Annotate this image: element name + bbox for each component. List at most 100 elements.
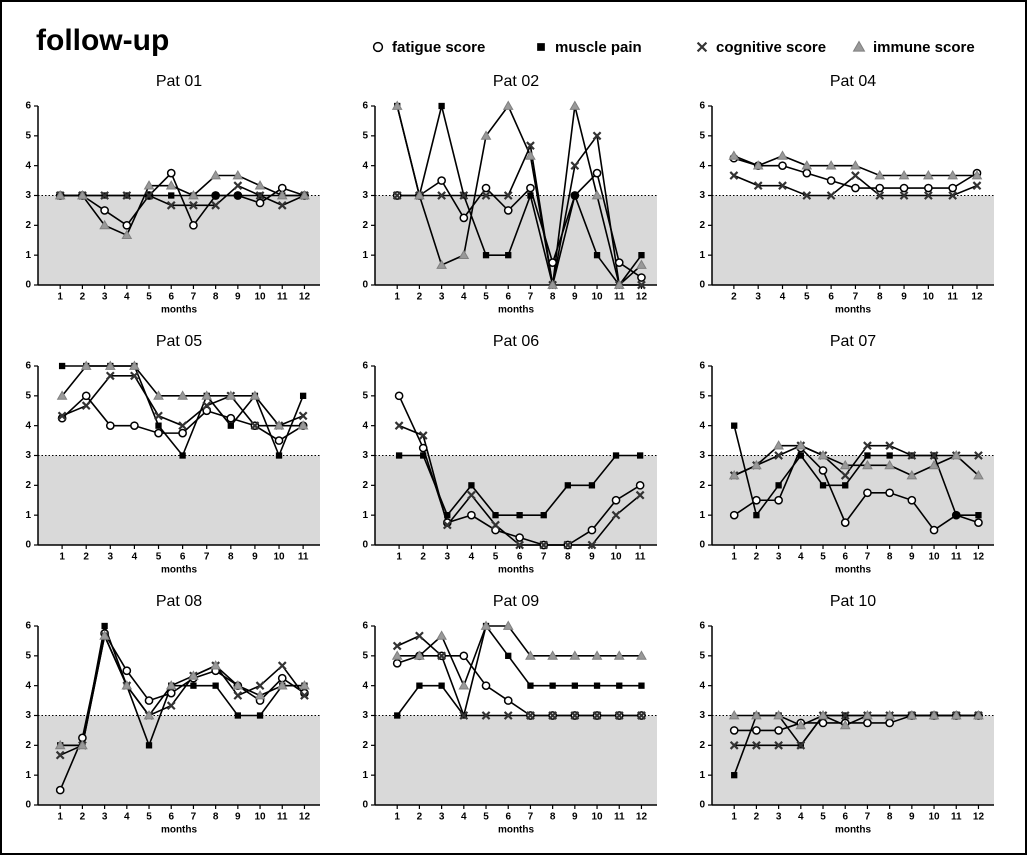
x-tick-label: 5 <box>820 812 826 823</box>
marker <box>863 718 872 728</box>
y-tick-label: 5 <box>362 650 368 661</box>
y-tick-label: 3 <box>362 190 368 201</box>
panel-title: Pat 08 <box>156 593 202 610</box>
marker <box>143 709 155 720</box>
x-tick-label: 2 <box>83 552 89 563</box>
x-tick-label: 3 <box>102 292 108 303</box>
marker <box>210 660 221 670</box>
x-tick-label: 9 <box>252 552 258 563</box>
x-tick-label: 12 <box>299 292 311 303</box>
marker <box>775 482 782 489</box>
marker <box>481 711 491 720</box>
marker <box>525 650 536 660</box>
marker <box>391 100 403 110</box>
marker <box>502 620 514 630</box>
marker <box>256 712 264 719</box>
x-tick-label: 4 <box>798 812 804 823</box>
marker <box>298 411 308 421</box>
marker <box>54 739 66 750</box>
panel-title: Pat 10 <box>830 593 876 610</box>
x-axis-label: months <box>498 565 535 576</box>
marker <box>144 696 154 705</box>
marker <box>480 130 492 140</box>
marker <box>728 709 740 720</box>
x-tick-label: 2 <box>80 812 86 823</box>
marker <box>612 452 620 459</box>
x-tick-label: 12 <box>973 812 985 823</box>
x-tick-label: 12 <box>973 552 985 563</box>
marker <box>254 180 266 190</box>
marker <box>928 459 940 470</box>
x-tick-label: 6 <box>842 812 848 823</box>
marker <box>414 650 425 660</box>
y-tick-label: 4 <box>699 420 705 431</box>
y-tick-label: 6 <box>25 361 31 372</box>
marker <box>616 682 623 689</box>
marker <box>907 495 917 505</box>
y-tick-label: 4 <box>362 420 368 431</box>
x-tick-label: 1 <box>57 292 63 303</box>
marker <box>254 690 266 700</box>
panel-title: Pat 09 <box>493 593 539 610</box>
marker <box>505 252 512 259</box>
x-tick-label: 2 <box>754 552 760 563</box>
x-tick-label: 8 <box>213 292 219 303</box>
marker <box>948 191 958 200</box>
marker <box>202 401 212 411</box>
marker <box>950 709 962 720</box>
marker <box>105 371 115 381</box>
marker <box>875 183 885 193</box>
y-tick-label: 1 <box>362 510 368 521</box>
marker <box>924 183 933 193</box>
marker <box>839 459 851 470</box>
reference-band <box>375 455 657 545</box>
marker <box>774 740 783 750</box>
series-line <box>60 171 305 227</box>
legend-label: cognitive score <box>716 39 826 56</box>
marker <box>414 189 425 200</box>
marker <box>212 192 219 199</box>
marker <box>564 482 571 489</box>
marker <box>752 160 764 170</box>
marker <box>548 258 557 267</box>
marker <box>569 650 581 660</box>
x-tick-label: 10 <box>591 292 603 303</box>
y-tick-label: 1 <box>362 250 368 261</box>
marker <box>537 43 545 51</box>
marker <box>503 696 513 705</box>
panel-title: Pat 05 <box>156 333 202 350</box>
y-tick-label: 6 <box>362 361 368 372</box>
marker <box>99 630 110 640</box>
marker <box>372 41 384 53</box>
marker <box>143 180 155 190</box>
marker <box>923 191 933 200</box>
marker <box>973 469 984 480</box>
marker <box>898 170 910 180</box>
marker <box>416 682 423 689</box>
marker <box>862 709 873 720</box>
marker <box>885 441 895 451</box>
x-tick-label: 3 <box>776 552 782 563</box>
y-tick-label: 6 <box>25 621 31 632</box>
x-axis-label: months <box>161 825 198 836</box>
marker <box>864 452 871 459</box>
x-tick-label: 5 <box>820 552 826 563</box>
y-tick-label: 1 <box>25 510 31 521</box>
x-tick-label: 3 <box>755 292 761 303</box>
marker <box>525 150 536 160</box>
marker <box>481 183 491 193</box>
marker <box>505 652 512 659</box>
marker <box>778 181 787 191</box>
panel-title: Pat 07 <box>830 333 876 350</box>
marker <box>276 189 288 200</box>
x-tick-label: 5 <box>146 292 152 303</box>
marker <box>436 630 447 640</box>
marker <box>392 191 402 200</box>
marker <box>129 360 140 370</box>
y-tick-label: 4 <box>362 680 368 691</box>
y-tick-label: 2 <box>699 220 705 231</box>
x-axis-label: months <box>835 825 872 836</box>
marker <box>802 168 812 178</box>
marker <box>480 620 492 630</box>
marker <box>527 682 534 689</box>
